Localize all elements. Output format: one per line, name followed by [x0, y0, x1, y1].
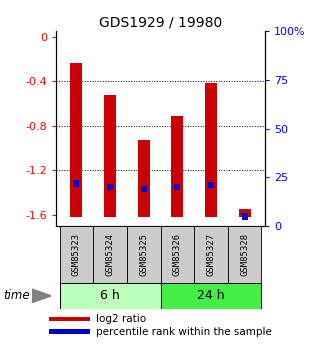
Bar — [228, 226, 262, 283]
Bar — [141, 186, 147, 193]
Text: log2 ratio: log2 ratio — [96, 314, 146, 324]
Title: GDS1929 / 19980: GDS1929 / 19980 — [99, 16, 222, 30]
Text: GSM85325: GSM85325 — [139, 233, 148, 276]
Bar — [104, 95, 116, 217]
Bar — [242, 213, 248, 220]
Text: percentile rank within the sample: percentile rank within the sample — [96, 327, 272, 337]
Bar — [174, 184, 180, 190]
Bar — [71, 63, 82, 217]
Text: GSM85324: GSM85324 — [106, 233, 115, 276]
Bar — [49, 317, 90, 321]
Bar — [73, 180, 79, 187]
Bar — [208, 181, 214, 188]
Bar — [93, 226, 127, 283]
Bar — [138, 140, 150, 217]
Bar — [49, 329, 90, 334]
Text: GSM85326: GSM85326 — [173, 233, 182, 276]
Bar — [160, 226, 194, 283]
Bar — [127, 226, 160, 283]
Text: 6 h: 6 h — [100, 289, 120, 302]
Bar — [205, 83, 217, 217]
Bar — [171, 116, 183, 217]
Text: GSM85327: GSM85327 — [206, 233, 215, 276]
Bar — [59, 226, 93, 283]
Bar — [239, 209, 250, 217]
Bar — [194, 226, 228, 283]
Text: 24 h: 24 h — [197, 289, 225, 302]
Bar — [59, 283, 160, 309]
Text: time: time — [3, 289, 30, 302]
Text: GSM85323: GSM85323 — [72, 233, 81, 276]
Bar — [160, 283, 262, 309]
Bar — [107, 184, 113, 190]
Text: GSM85328: GSM85328 — [240, 233, 249, 276]
Polygon shape — [32, 289, 51, 303]
